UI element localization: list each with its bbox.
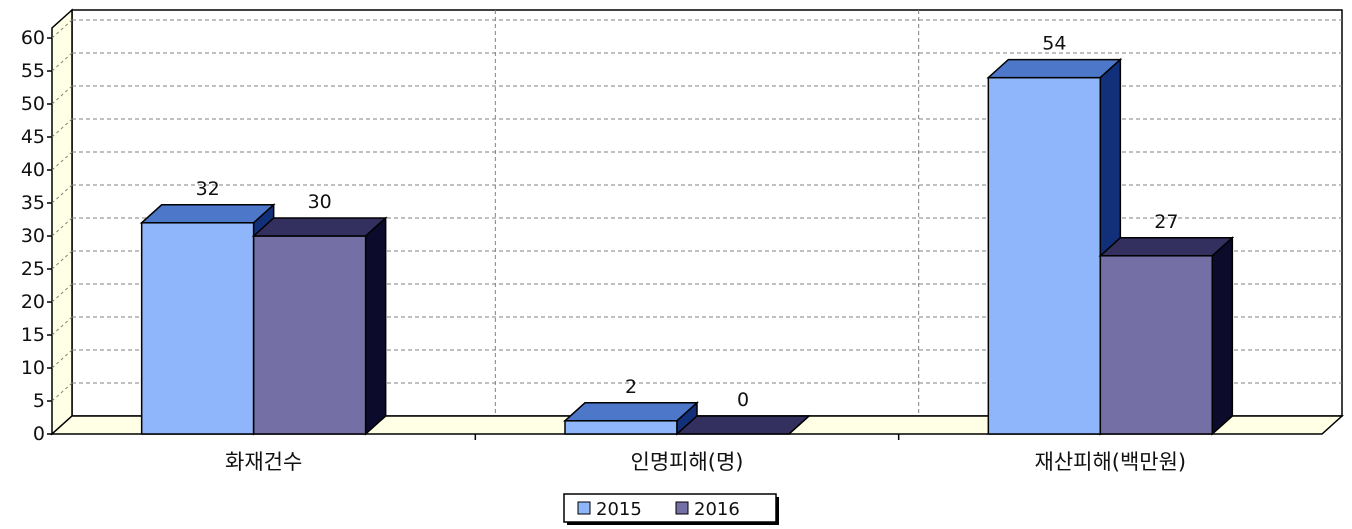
bar-front <box>1100 256 1212 434</box>
bar-front <box>142 223 254 434</box>
x-tick-label: 화재건수 <box>225 450 302 474</box>
bar-top <box>254 218 386 236</box>
bar-2016-1 <box>677 416 809 434</box>
bar-top <box>565 403 697 421</box>
y-tick-label: 60 <box>21 27 45 49</box>
bar-front <box>988 78 1100 434</box>
bar-top <box>677 416 809 434</box>
y-tick-label: 20 <box>21 291 45 313</box>
legend-label-2016: 2016 <box>694 499 740 520</box>
data-label: 2 <box>625 376 637 398</box>
data-label: 27 <box>1154 211 1178 233</box>
y-tick-label: 30 <box>21 225 45 247</box>
y-tick-label: 5 <box>33 390 45 412</box>
data-label: 30 <box>308 191 332 213</box>
data-label: 32 <box>196 178 220 200</box>
y-tick-label: 0 <box>33 423 45 445</box>
legend: 2015 2016 <box>564 494 779 525</box>
y-tick-label: 45 <box>21 126 45 148</box>
y-tick-label: 55 <box>21 60 45 82</box>
bar-top <box>142 205 274 223</box>
bar-2016-2 <box>1100 238 1232 434</box>
x-tick-label: 인명피해(명) <box>631 450 744 474</box>
bar-front <box>565 421 677 434</box>
legend-swatch-2016 <box>676 502 688 514</box>
y-tick-label: 25 <box>21 258 45 280</box>
bar-side <box>1212 238 1232 434</box>
y-tick-label: 10 <box>21 357 45 379</box>
legend-swatch-2015 <box>578 502 590 514</box>
y-tick-label: 15 <box>21 324 45 346</box>
left-wall <box>52 10 72 434</box>
data-label: 54 <box>1042 33 1066 55</box>
data-label: 0 <box>737 389 749 411</box>
y-tick-label: 50 <box>21 93 45 115</box>
bar-top <box>1100 238 1232 256</box>
y-tick-label: 40 <box>21 159 45 181</box>
bar-2016-0 <box>254 218 386 434</box>
y-axis: 0 5 10 15 20 25 30 35 40 45 50 55 60 <box>21 27 52 445</box>
bar-top <box>988 60 1120 78</box>
x-axis: 화재건수 인명피해(명) 재산피해(백만원) <box>225 434 1186 474</box>
legend-label-2015: 2015 <box>596 499 642 520</box>
bar-2015-1 <box>565 403 697 434</box>
bar-side <box>366 218 386 434</box>
bar-front <box>254 236 366 434</box>
y-tick-label: 35 <box>21 192 45 214</box>
x-tick-label: 재산피해(백만원) <box>1035 450 1187 474</box>
